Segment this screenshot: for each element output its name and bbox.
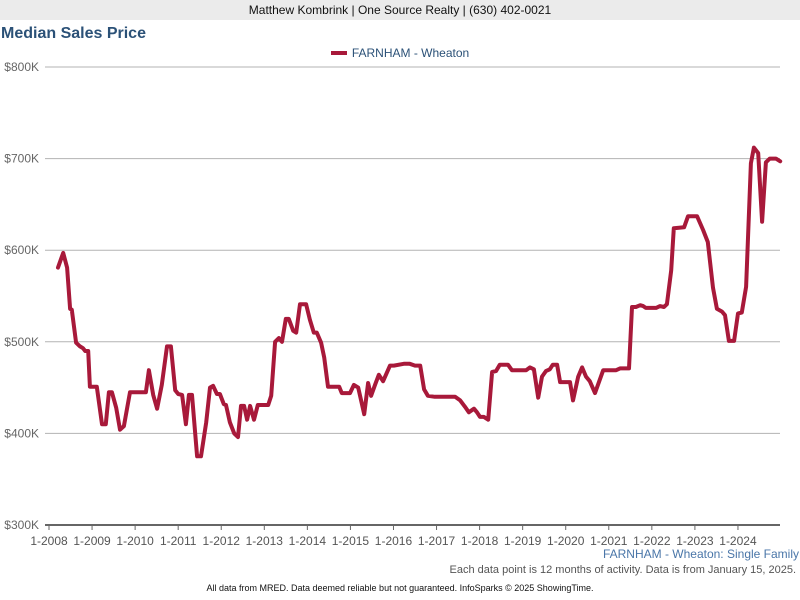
disclaimer: All data from MRED. Data deemed reliable… (206, 583, 594, 593)
legend-swatch (330, 50, 347, 55)
y-tick-label: $400K (4, 426, 39, 440)
y-tick-label: $700K (4, 152, 39, 166)
x-tick-label: 1-2010 (116, 534, 154, 548)
x-tick-label: 1-2011 (160, 534, 197, 548)
y-tick-label: $300K (4, 518, 39, 532)
x-tick-label: 1-2013 (246, 534, 284, 548)
y-tick-label: $500K (4, 335, 39, 349)
chart-subtitle: FARNHAM - Wheaton: Single Family (602, 547, 799, 561)
x-tick-label: 1-2022 (633, 534, 671, 548)
legend: FARNHAM - Wheaton (0, 46, 800, 60)
x-tick-label: 1-2009 (73, 534, 111, 548)
data-note: Each data point is 12 months of activity… (449, 564, 796, 576)
x-tick-label: 1-2020 (547, 534, 585, 548)
x-tick-label: 1-2012 (203, 534, 241, 548)
x-tick-label: 1-2019 (504, 534, 542, 548)
x-tick-label: 1-2017 (418, 534, 456, 548)
x-tick-label: 1-2016 (375, 534, 413, 548)
y-tick-label: $600K (4, 243, 39, 257)
x-tick-label: 1-2021 (590, 534, 628, 548)
series-line (56, 145, 783, 459)
x-tick-label: 1-2008 (30, 534, 68, 548)
x-tick-label: 1-2024 (719, 534, 757, 548)
x-tick-label: 1-2023 (676, 534, 714, 548)
chart-title: Median Sales Price (1, 25, 146, 42)
x-tick-label: 1-2014 (289, 534, 327, 548)
legend-label: FARNHAM - Wheaton (351, 46, 470, 60)
header-banner: Matthew Kombrink | One Source Realty | (… (0, 0, 800, 20)
x-tick-label: 1-2018 (461, 534, 499, 548)
y-tick-label: $800K (4, 60, 39, 74)
x-tick-label: 1-2015 (332, 534, 370, 548)
